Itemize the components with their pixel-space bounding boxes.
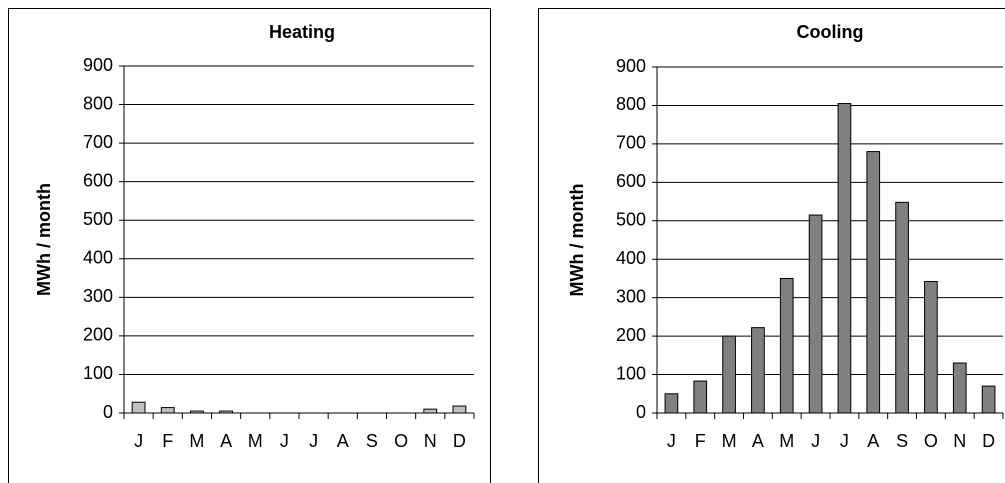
y-tick-label: 100 [83, 363, 113, 383]
bar [952, 362, 967, 414]
bar [751, 327, 765, 414]
bar [452, 405, 467, 414]
x-tick-label: J [134, 431, 143, 451]
x-tick-label: J [309, 431, 318, 451]
x-tick-label: J [840, 431, 849, 451]
bar [924, 281, 938, 414]
x-tick-label: F [695, 431, 706, 451]
x-tick-label: M [189, 431, 204, 451]
bar [693, 380, 708, 414]
x-tick-label: N [424, 431, 437, 451]
y-tick-label: 500 [83, 209, 113, 229]
x-tick-label: J [811, 431, 820, 451]
y-tick-label: 200 [616, 325, 646, 345]
bar [219, 410, 234, 414]
x-tick-label: M [722, 431, 737, 451]
x-tick-label: A [867, 431, 879, 451]
x-tick-label: F [162, 431, 173, 451]
x-tick-label: O [924, 431, 938, 451]
y-tick-label: 800 [616, 94, 646, 114]
bar [779, 277, 794, 414]
bar [981, 385, 996, 414]
x-tick-label: A [220, 431, 232, 451]
x-tick-label: A [752, 431, 764, 451]
bar [895, 201, 909, 414]
bar [722, 335, 736, 414]
y-tick-label: 600 [616, 171, 646, 191]
y-tick-label: 0 [103, 402, 113, 422]
y-tick-label: 600 [83, 170, 113, 190]
y-tick-label: 400 [83, 248, 113, 268]
y-tick-label: 800 [83, 93, 113, 113]
x-tick-label: D [453, 431, 466, 451]
y-tick-label: 700 [83, 132, 113, 152]
y-tick-label: 0 [636, 402, 646, 422]
bar [664, 393, 679, 414]
x-tick-label: M [248, 431, 263, 451]
x-tick-label: M [779, 431, 794, 451]
x-tick-label: A [337, 431, 349, 451]
y-tick-label: 100 [616, 363, 646, 383]
x-tick-label: J [667, 431, 676, 451]
y-tick-label: 200 [83, 325, 113, 345]
x-tick-label: D [982, 431, 995, 451]
y-tick-label: 500 [616, 210, 646, 230]
x-tick-label: S [896, 431, 908, 451]
y-tick-label: 900 [616, 56, 646, 76]
y-tick-label: 300 [83, 286, 113, 306]
y-tick-label: 400 [616, 248, 646, 268]
y-axis-label: MWh / month [34, 183, 54, 296]
bar [160, 407, 175, 414]
chart-title: Heating [269, 22, 335, 42]
x-tick-label: O [394, 431, 408, 451]
bar [131, 401, 146, 414]
bar [423, 408, 438, 414]
chart-title: Cooling [797, 22, 864, 42]
bar [866, 151, 881, 414]
x-tick-label: J [280, 431, 289, 451]
x-tick-label: N [953, 431, 966, 451]
y-axis-label: MWh / month [567, 184, 587, 297]
y-tick-label: 900 [83, 55, 113, 75]
chart-frame [8, 8, 491, 483]
bar [190, 410, 204, 414]
y-tick-label: 700 [616, 133, 646, 153]
bar [837, 103, 852, 414]
bar [808, 214, 823, 414]
x-tick-label: S [366, 431, 378, 451]
y-tick-label: 300 [616, 286, 646, 306]
